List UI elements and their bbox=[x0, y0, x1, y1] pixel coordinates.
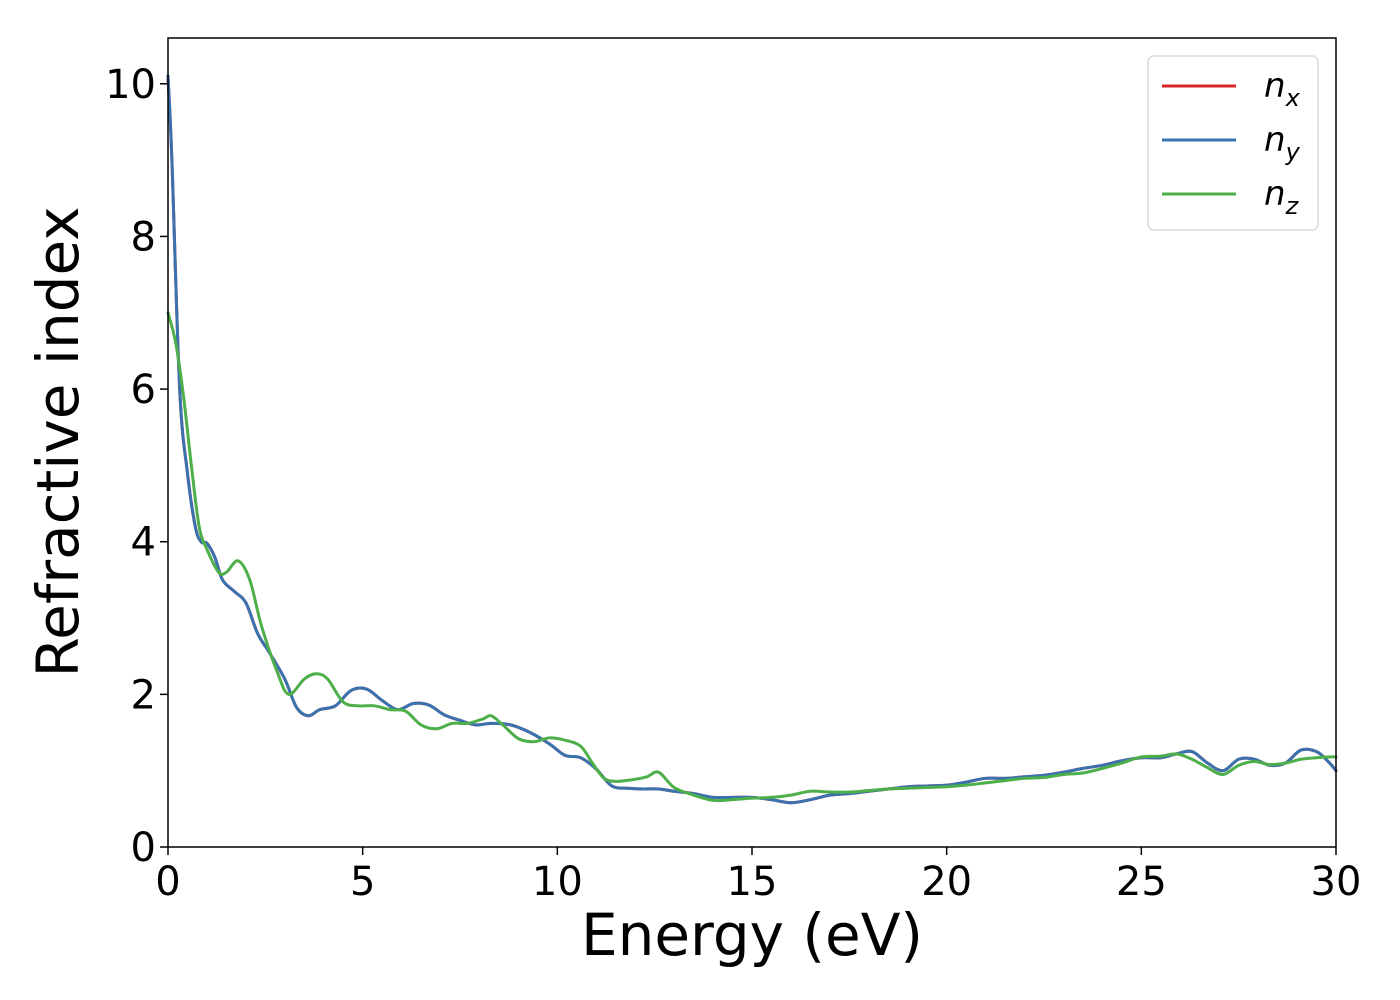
legend-label-y: ny bbox=[1264, 120, 1301, 166]
legend: nx ny nz bbox=[1147, 55, 1319, 231]
y-tick-label-10: 10 bbox=[105, 62, 156, 108]
y-axis-label: Refractive index bbox=[24, 206, 92, 677]
x-axis-ticks: 0 5 10 15 20 25 30 bbox=[155, 847, 1361, 905]
x-tick-label-10: 10 bbox=[532, 859, 583, 905]
y-tick-label-4: 4 bbox=[131, 520, 156, 566]
legend-items: nx ny nz bbox=[1162, 66, 1301, 220]
y-tick-label-2: 2 bbox=[131, 672, 156, 718]
legend-label-x: nx bbox=[1264, 66, 1301, 112]
x-tick-label-5: 5 bbox=[350, 859, 375, 905]
y-tick-label-0: 0 bbox=[131, 825, 156, 871]
plot-background bbox=[168, 38, 1336, 847]
x-tick-label-25: 25 bbox=[1116, 859, 1167, 905]
series-line-z bbox=[166, 311, 1338, 803]
series-layer bbox=[166, 74, 1338, 805]
y-tick-label-8: 8 bbox=[131, 214, 156, 260]
x-tick-label-20: 20 bbox=[921, 859, 972, 905]
y-tick-label-6: 6 bbox=[131, 367, 156, 413]
legend-label-z: nz bbox=[1264, 174, 1300, 220]
x-tick-label-0: 0 bbox=[155, 859, 180, 905]
legend-box bbox=[1147, 55, 1319, 231]
x-axis-label: Energy (eV) bbox=[581, 901, 923, 969]
y-axis-ticks: 0 2 4 6 8 10 bbox=[105, 62, 168, 871]
x-tick-label-15: 15 bbox=[727, 859, 778, 905]
x-tick-label-30: 30 bbox=[1311, 859, 1362, 905]
